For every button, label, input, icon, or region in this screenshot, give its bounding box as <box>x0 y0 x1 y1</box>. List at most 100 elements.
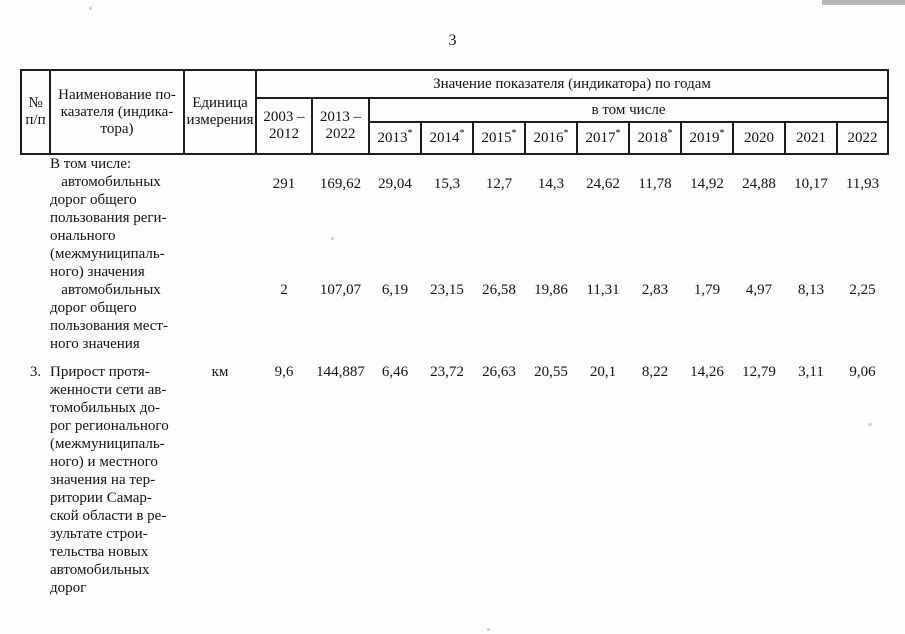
footnote-star: * <box>459 127 465 139</box>
value-cell: 9,6 <box>274 364 294 380</box>
value-cell: 14,92 <box>690 176 724 192</box>
desc-line: (межмуниципаль- <box>50 246 165 262</box>
table-header: № п/п Наименование по- казателя (индика-… <box>20 69 889 155</box>
value-cell: 1,79 <box>693 282 721 298</box>
value-cell: 291 <box>272 176 296 192</box>
footnote-star: * <box>407 127 413 139</box>
header-num-line2: п/п <box>25 112 46 128</box>
header-year-2017: 2017* <box>576 121 630 155</box>
table-row-local-roads: автомобильных дорог общего пользования м… <box>21 281 888 353</box>
value-cell: 6,46 <box>381 364 409 380</box>
indicator-values-table: № п/п Наименование по- казателя (индика-… <box>20 69 889 597</box>
header-year-2020: 2020 <box>732 121 786 155</box>
value-cell: 26,58 <box>482 282 516 298</box>
value-cell: 24,88 <box>742 176 776 192</box>
value-cell: 107,07 <box>319 282 362 298</box>
desc-line: рог регионального <box>50 418 169 434</box>
row-num: 3. <box>29 364 42 380</box>
scan-artifact-dot <box>868 423 872 426</box>
header-year-2021: 2021 <box>784 121 838 155</box>
value-cell: 8,13 <box>797 282 825 298</box>
value-cell: 14,3 <box>537 176 565 192</box>
scan-artifact-dot <box>89 7 92 10</box>
desc-line: пользования мест- <box>50 318 168 334</box>
header-year-2014: 2014* <box>420 121 474 155</box>
desc-line: тельства новых <box>50 544 149 560</box>
header-name-line1: Наименование по- <box>58 86 176 103</box>
value-cell: 6,19 <box>381 282 409 298</box>
header-including: в том числе <box>368 97 889 123</box>
row-description: автомобильных дорог общего пользования м… <box>50 281 184 353</box>
desc-line: автомобильных <box>50 282 161 298</box>
value-cell: 11,31 <box>586 282 620 298</box>
desc-line: дорог общего <box>50 192 137 208</box>
desc-line: зультате строи- <box>50 526 148 542</box>
value-cell: 20,55 <box>534 364 568 380</box>
footnote-star: * <box>563 127 569 139</box>
year-label: 2013 <box>377 129 408 146</box>
desc-line: значения на тер- <box>50 472 156 488</box>
desc-line: ного) и местного <box>50 454 158 470</box>
footnote-star: * <box>511 127 517 139</box>
header-num: № п/п <box>20 69 51 155</box>
row-num <box>21 281 50 353</box>
table-row-road-network-growth: 3. Прирост протя- женности сети ав- томо… <box>21 363 888 597</box>
value-cell: 4,97 <box>745 282 773 298</box>
desc-line: женности сети ав- <box>50 382 167 398</box>
value-cell: 9,06 <box>849 364 876 380</box>
desc-line: ритории Самар- <box>50 490 152 506</box>
value-cell: 29,04 <box>378 176 412 192</box>
value-cell: 12,7 <box>485 176 513 192</box>
value-cell: 8,22 <box>641 364 669 380</box>
value-cell: 19,86 <box>534 282 568 298</box>
year-label: 2016 <box>533 129 564 146</box>
row-unit <box>184 281 256 353</box>
value-cell: 15,3 <box>433 176 461 192</box>
year-label: 2019 <box>689 129 720 146</box>
desc-line: В том числе: <box>50 156 132 172</box>
header-year-2022: 2022 <box>836 121 889 155</box>
value-cell: 14,26 <box>690 364 724 380</box>
period1-line2: 2012 <box>269 126 299 142</box>
value-cell: 23,15 <box>430 282 464 298</box>
row-num <box>21 154 50 281</box>
value-cell: 11,78 <box>638 176 672 192</box>
value-cell: 169,62 <box>319 176 362 192</box>
desc-line: дорог общего <box>50 300 137 316</box>
header-period-2003-2012: 2003 – 2012 <box>255 97 313 155</box>
desc-line: пользования реги- <box>50 210 167 226</box>
footnote-star: * <box>719 127 725 139</box>
scan-artifact-top-bar <box>822 0 905 5</box>
value-cell: 144,887 <box>316 364 365 380</box>
row-spacer <box>21 353 888 363</box>
scan-artifact-dot <box>487 628 490 631</box>
page-number: 3 <box>448 32 457 49</box>
period2-line2: 2022 <box>325 126 356 142</box>
desc-line: ской области в ре- <box>50 508 167 524</box>
desc-line: (межмуниципаль- <box>50 436 165 452</box>
header-year-2018: 2018* <box>628 121 682 155</box>
desc-line: автомобильных <box>50 562 150 578</box>
desc-line: ного значения <box>50 336 140 352</box>
table-row-regional-roads: В том числе: автомобильных дорог общего … <box>21 154 888 281</box>
row-description: Прирост протя- женности сети ав- томобил… <box>50 363 184 597</box>
value-cell: 2 <box>280 282 288 298</box>
value-cell: 20,1 <box>589 364 617 380</box>
header-num-line1: № <box>28 95 43 111</box>
scan-artifact-dot <box>331 237 334 240</box>
year-label: 2015 <box>481 129 512 146</box>
desc-line: дорог <box>50 580 87 596</box>
period2-line1: 2013 – <box>319 109 362 125</box>
header-unit-line1: Единица <box>192 95 248 111</box>
value-cell: 24,62 <box>586 176 620 192</box>
value-cell: 10,17 <box>794 176 828 192</box>
desc-line: онального <box>50 228 116 244</box>
row-unit: км <box>211 364 229 380</box>
period1-line1: 2003 – <box>263 109 305 125</box>
header-year-2019: 2019* <box>680 121 734 155</box>
value-cell: 2,83 <box>641 282 669 298</box>
header-values-group: Значение показателя (индикатора) по года… <box>255 69 889 99</box>
desc-line: ного) значения <box>50 264 145 280</box>
desc-line: томобильных до- <box>50 400 161 416</box>
value-cell: 2,25 <box>849 282 876 298</box>
